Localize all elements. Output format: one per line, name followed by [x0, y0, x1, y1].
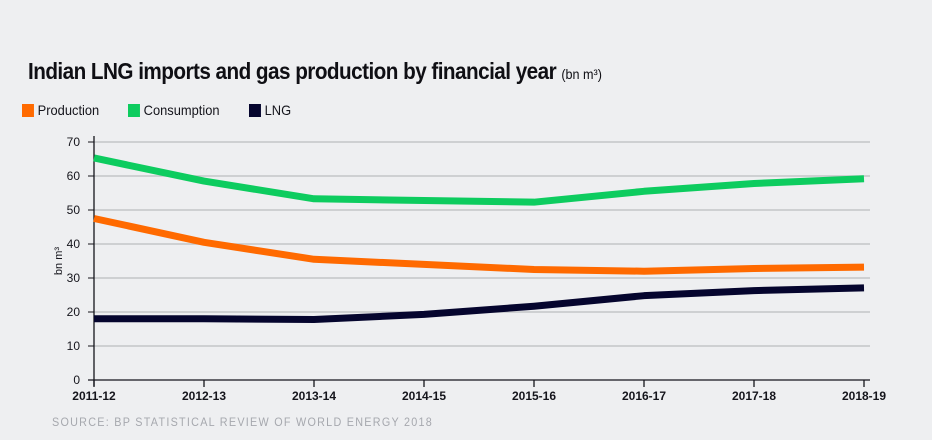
- y-tick-label: 50: [67, 203, 81, 217]
- x-tick-label: 2016-17: [622, 389, 666, 403]
- legend-swatch-consumption: [127, 103, 140, 117]
- chart-title: Indian LNG imports and gas production by…: [28, 58, 602, 85]
- y-tick-label: 70: [67, 135, 81, 149]
- y-tick-label: 30: [67, 271, 81, 285]
- axes: [88, 136, 870, 387]
- series-line-consumption: [93, 154, 865, 206]
- x-tick-labels: 2011-12 2012-13 2013-14 2014-15 2015-16 2016-…: [72, 389, 886, 403]
- legend-swatch-production: [22, 103, 34, 117]
- legend-label-consumption: Consumption: [143, 102, 220, 118]
- legend-item-consumption: Consumption: [127, 102, 220, 118]
- y-tick-label: 0: [73, 373, 80, 387]
- legend-swatch-lng: [249, 103, 262, 117]
- chart-title-unit: (bn m³): [561, 66, 602, 82]
- y-tick-label: 60: [67, 169, 81, 183]
- y-tick-label: 10: [67, 339, 81, 353]
- y-tick-labels: 0 10 20 30 40 50 60 70: [67, 135, 81, 387]
- chart-legend: Production Consumption LNG: [22, 102, 295, 118]
- x-tick-label: 2017-18: [732, 389, 776, 403]
- chart-title-text: Indian LNG imports and gas production by…: [28, 58, 557, 84]
- source-note: SOURCE: BP STATISTICAL REVIEW OF WORLD E…: [52, 415, 434, 429]
- x-tick-label: 2018-19: [842, 389, 886, 403]
- legend-item-production: Production: [22, 102, 99, 118]
- x-tick-label: 2012-13: [182, 389, 226, 403]
- y-tick-label: 20: [67, 305, 81, 319]
- x-tick-label: 2015-16: [512, 389, 556, 403]
- legend-item-lng: LNG: [249, 102, 292, 118]
- y-tick-label: 40: [67, 237, 81, 251]
- y-axis-label: bn m³: [53, 247, 65, 275]
- x-tick-label: 2014-15: [402, 389, 446, 403]
- series-line-production: [93, 215, 865, 275]
- x-tick-label: 2013-14: [292, 389, 336, 403]
- series-line-lng: [94, 284, 865, 323]
- x-tick-label: 2011-12: [72, 389, 116, 403]
- series-lines: [93, 154, 865, 323]
- legend-label-lng: LNG: [265, 102, 292, 118]
- legend-label-production: Production: [37, 102, 100, 118]
